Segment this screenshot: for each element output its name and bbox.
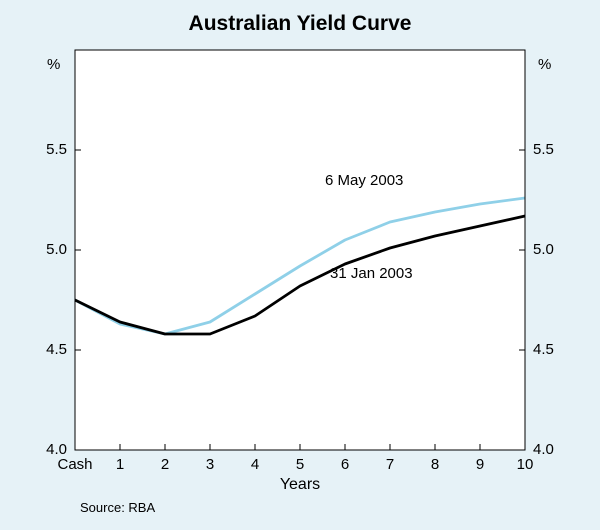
x-tick-label: 8 <box>410 456 460 473</box>
x-tick-label: Cash <box>50 456 100 473</box>
x-tick-label: 2 <box>140 456 190 473</box>
x-tick-label: 7 <box>365 456 415 473</box>
y-unit-right: % <box>538 56 551 73</box>
y-tick-left: 4.5 <box>46 341 67 358</box>
y-tick-right: 5.5 <box>533 141 554 158</box>
x-tick-label: 5 <box>275 456 325 473</box>
x-axis-title: Years <box>75 476 525 494</box>
series-label: 6 May 2003 <box>325 172 403 189</box>
x-tick-label: 6 <box>320 456 370 473</box>
y-tick-right: 4.5 <box>533 341 554 358</box>
x-tick-label: 1 <box>95 456 145 473</box>
series-label: 31 Jan 2003 <box>330 265 413 282</box>
y-tick-left: 5.0 <box>46 241 67 258</box>
chart-source: Source: RBA <box>80 500 155 515</box>
x-tick-label: 3 <box>185 456 235 473</box>
x-tick-label: 9 <box>455 456 505 473</box>
x-tick-label: 10 <box>500 456 550 473</box>
y-tick-left: 5.5 <box>46 141 67 158</box>
y-unit-left: % <box>47 56 60 73</box>
plot-svg <box>0 0 600 530</box>
chart-container: Australian Yield Curve % % 4.04.04.54.55… <box>0 0 600 530</box>
y-tick-right: 5.0 <box>533 241 554 258</box>
x-tick-label: 4 <box>230 456 280 473</box>
